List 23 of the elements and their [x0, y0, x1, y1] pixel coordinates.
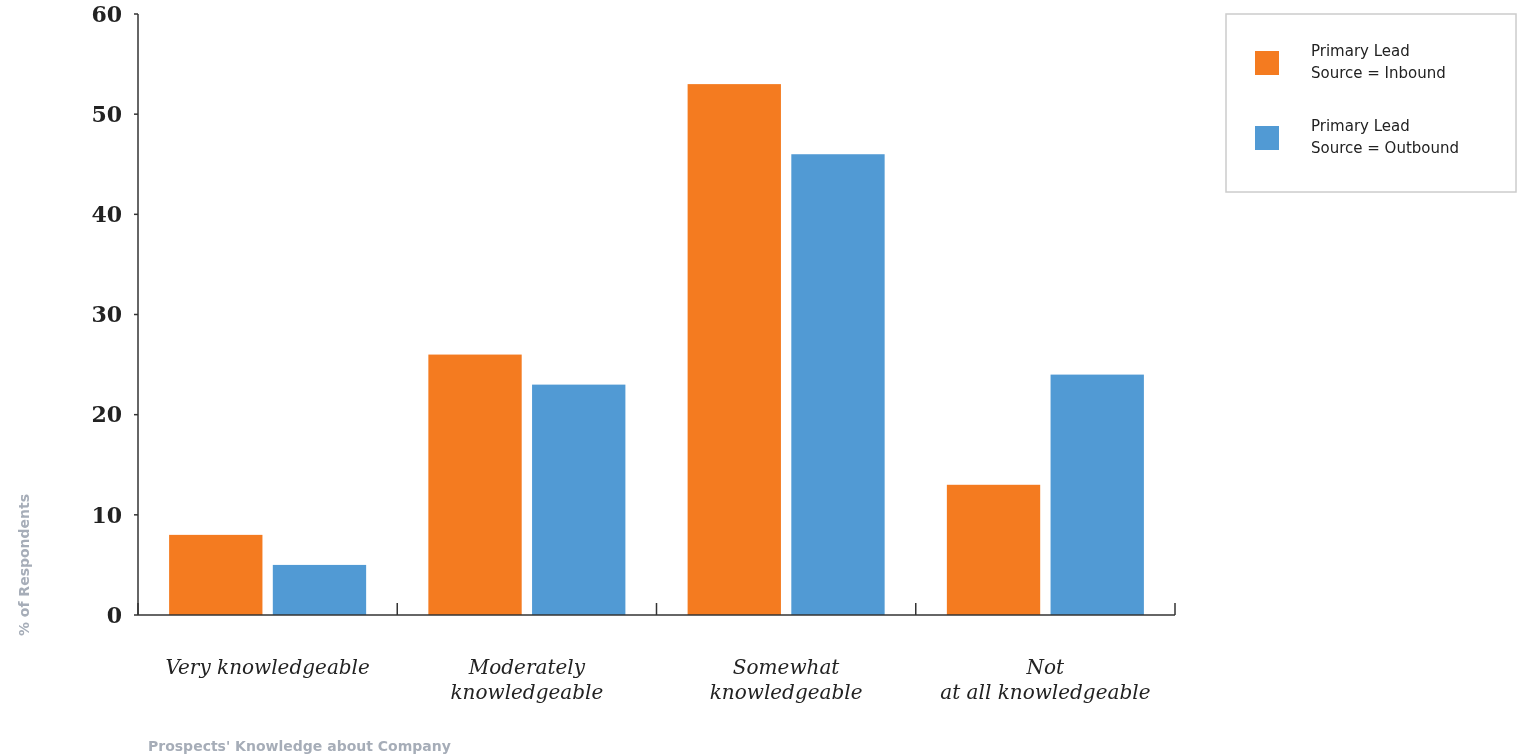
bar	[687, 84, 781, 615]
y-tick-label: 50	[91, 100, 122, 127]
bar	[791, 154, 885, 615]
legend-label: Primary Lead Source = Outbound	[1311, 117, 1460, 157]
y-axis-title: % of Respondents	[16, 493, 32, 637]
y-tick-label: 40	[91, 201, 122, 228]
x-tick-label: Not at all knowledgeable	[940, 655, 1151, 704]
y-tick-label: 0	[106, 601, 122, 628]
bar	[169, 534, 263, 615]
y-tick-label: 30	[91, 301, 122, 328]
legend-label: Primary Lead Source = Inbound	[1311, 42, 1446, 82]
y-tick-label: 10	[91, 501, 122, 528]
x-axis-title: Prospects' Knowledge about Company	[148, 738, 451, 754]
y-tick-label: 20	[91, 401, 122, 428]
x-tick-label: Somewhat knowledgeable	[709, 655, 863, 704]
bar	[272, 564, 367, 615]
bar	[428, 354, 522, 615]
bar	[1050, 374, 1144, 615]
bar	[946, 484, 1041, 615]
y-tick-label: 60	[91, 0, 122, 27]
bar	[532, 384, 626, 615]
x-tick-label: Moderately knowledgeable	[450, 655, 604, 704]
x-tick-label: Very knowledgeable	[165, 655, 370, 679]
